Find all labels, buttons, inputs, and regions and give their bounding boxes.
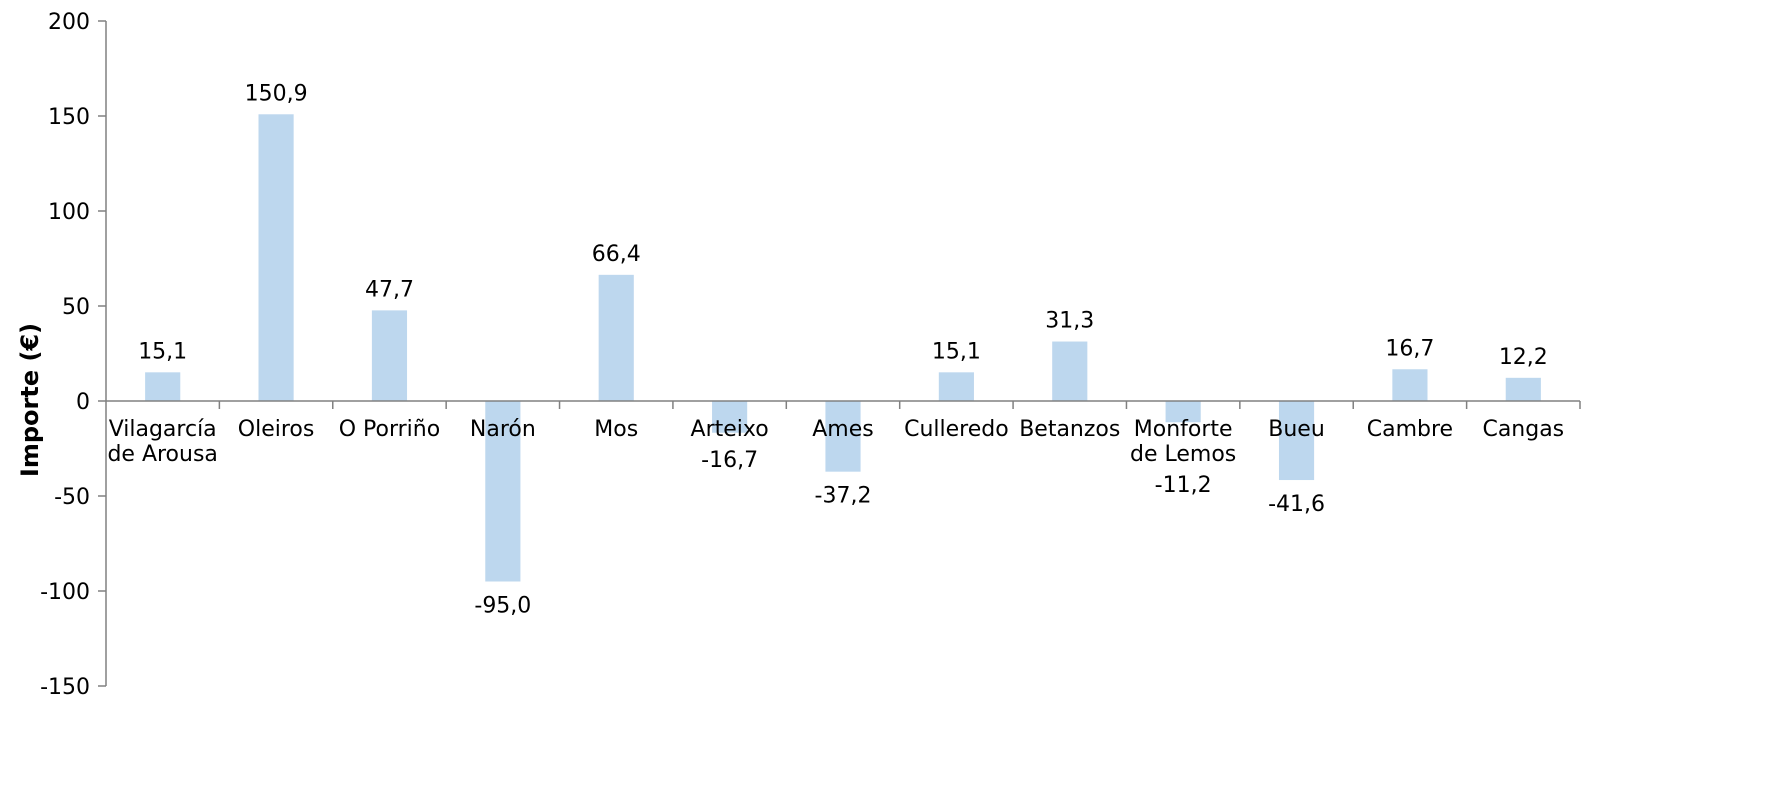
bar <box>145 372 181 401</box>
data-label: -41,6 <box>1268 492 1325 517</box>
bar <box>712 401 748 433</box>
data-label: 15,1 <box>932 339 981 364</box>
bars <box>145 114 1541 582</box>
category-label: Monforte de Lemos <box>1130 417 1236 467</box>
y-axis-title: Importe (€) <box>16 323 44 477</box>
category-label: Vilagarcía de Arousa <box>107 417 217 467</box>
data-label: -95,0 <box>474 594 531 619</box>
y-axis-ticks: 200 150 100 50 0 -50 -100 -150 <box>40 10 106 700</box>
x-axis-ticks <box>218 401 1581 409</box>
y-tick-label: 150 <box>48 105 90 130</box>
category-label: Cangas <box>1482 417 1564 442</box>
data-label: 150,9 <box>245 81 308 106</box>
category-label: O Porriño <box>339 417 440 442</box>
bar <box>938 372 974 401</box>
y-tick-label: 100 <box>48 200 90 225</box>
data-labels: 15,1 150,9 47,7 -95,0 66,4 -16,7 -37,2 15,1 31,3… <box>138 81 1548 618</box>
category-label: Betanzos <box>1019 417 1120 442</box>
category-label: Mos <box>594 417 638 442</box>
bar <box>1165 401 1201 423</box>
data-label: 15,1 <box>138 339 187 364</box>
data-label: -16,7 <box>701 448 758 473</box>
category-labels: Vilagarcía de Arousa Oleiros O Porriño Narón… <box>107 417 1564 467</box>
bar <box>1505 377 1541 401</box>
bar <box>485 401 521 582</box>
category-label: Ames <box>812 417 873 442</box>
bar <box>1278 401 1315 481</box>
data-label: -11,2 <box>1155 473 1212 498</box>
data-label: 31,3 <box>1045 309 1094 334</box>
category-label: Bueu <box>1268 417 1325 442</box>
category-label: Oleiros <box>238 417 315 442</box>
data-label: 16,7 <box>1385 336 1434 361</box>
bar <box>371 310 408 401</box>
bar <box>258 114 294 401</box>
bar <box>1392 369 1428 401</box>
y-tick-label: -150 <box>40 675 90 700</box>
y-tick-label: 50 <box>62 295 90 320</box>
y-tick-label: 0 <box>76 390 90 415</box>
category-label: Culleredo <box>904 417 1009 442</box>
category-label: Narón <box>470 417 536 442</box>
data-label: 12,2 <box>1499 345 1548 370</box>
data-label: 66,4 <box>592 242 641 267</box>
y-tick-label: -50 <box>54 485 90 510</box>
data-label: -37,2 <box>815 484 872 509</box>
data-label: 47,7 <box>365 277 414 302</box>
y-tick-label: -100 <box>40 580 90 605</box>
category-label: Arteixo <box>691 417 769 442</box>
y-tick-label: 200 <box>48 10 90 35</box>
category-label: Cambre <box>1367 417 1453 442</box>
bar <box>598 274 634 401</box>
bar <box>825 401 861 472</box>
bar <box>1052 341 1088 401</box>
